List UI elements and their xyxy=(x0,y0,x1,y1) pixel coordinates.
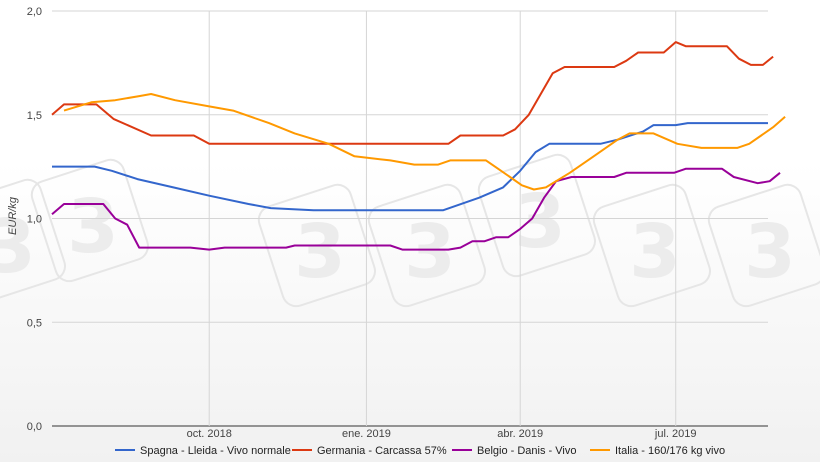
legend: Spagna - Lleida - Vivo normale Germania -… xyxy=(115,445,725,457)
svg-text:3: 3 xyxy=(404,209,456,295)
gridlines xyxy=(52,10,768,427)
svg-text:3: 3 xyxy=(744,209,796,295)
y-tick-label: 1,5 xyxy=(27,110,42,122)
legend-label: Germania - Carcassa 57% xyxy=(317,445,447,457)
watermark-logo: 3 xyxy=(592,183,711,308)
series-line-1 xyxy=(52,122,768,212)
svg-text:3: 3 xyxy=(294,209,346,295)
watermark-logo: 3 xyxy=(707,183,820,308)
x-tick-label: jul. 2019 xyxy=(654,428,697,440)
x-tick-label: abr. 2019 xyxy=(497,428,543,440)
watermark-logo: 3 xyxy=(477,153,596,278)
series-line-2 xyxy=(51,41,774,145)
watermark-logo: 3 xyxy=(0,178,66,303)
y-tick-label: 2,0 xyxy=(27,6,42,18)
svg-text:3: 3 xyxy=(514,179,566,265)
y-tick-label: 0,5 xyxy=(27,317,42,329)
watermark-logo: 3 xyxy=(30,158,149,283)
svg-text:3: 3 xyxy=(629,209,681,295)
legend-item: Germania - Carcassa 57% xyxy=(292,445,447,457)
legend-label: Belgio - Danis - Vivo xyxy=(477,445,576,457)
series-line-4 xyxy=(63,93,786,191)
y-tick-label: 0,0 xyxy=(27,421,42,433)
series-lines xyxy=(51,41,786,251)
svg-text:3: 3 xyxy=(67,184,119,270)
series-line-3 xyxy=(51,167,781,251)
y-tick-label: 1,0 xyxy=(27,214,42,226)
axes: 0,0 0,5 1,0 1,5 2,0 oct. 2018 ene. 2019 abr. 20… xyxy=(27,6,697,440)
legend-item: Spagna - Lleida - Vivo normale xyxy=(115,445,291,457)
legend-label: Spagna - Lleida - Vivo normale xyxy=(140,445,291,457)
y-axis-label: EUR/kg xyxy=(7,196,19,235)
legend-label: Italia - 160/176 kg vivo xyxy=(615,445,725,457)
x-tick-label: oct. 2018 xyxy=(187,428,232,440)
x-tick-label: ene. 2019 xyxy=(342,428,391,440)
watermark-logo: 3 xyxy=(367,183,486,308)
svg-text:3: 3 xyxy=(0,204,36,290)
legend-item: Belgio - Danis - Vivo xyxy=(452,445,576,457)
watermark-logo: 3 xyxy=(257,183,376,308)
legend-item: Italia - 160/176 kg vivo xyxy=(590,445,725,457)
